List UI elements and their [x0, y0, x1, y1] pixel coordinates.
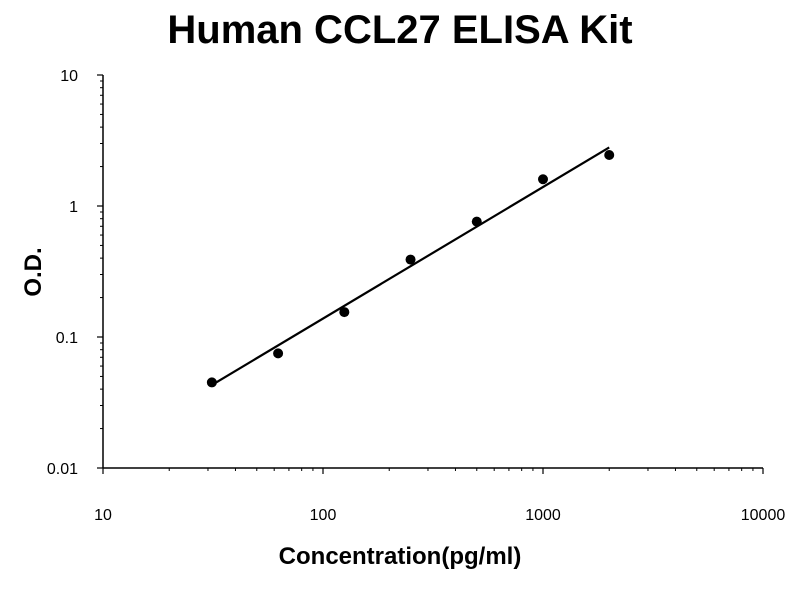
data-points	[206, 150, 615, 388]
y-tick-label: 10	[60, 68, 78, 85]
x-tick-label: 10000	[741, 507, 786, 524]
data-point	[538, 174, 548, 185]
fit-line	[211, 146, 610, 386]
axes	[102, 75, 763, 469]
x-axis-label: Concentration(pg/ml)	[278, 543, 522, 570]
data-point	[405, 254, 416, 265]
fit-line-group	[211, 146, 610, 386]
data-point	[206, 377, 217, 388]
ticks: 0.01 0.1 1 10 10 100 1000 10000	[47, 68, 785, 524]
x-tick-label: 1000	[525, 507, 561, 524]
y-tick-label: 0.01	[47, 461, 78, 478]
data-point	[339, 307, 350, 318]
chart-title: Human CCL27 ELISA Kit	[167, 8, 633, 52]
data-point	[604, 150, 615, 161]
y-tick-label: 0.1	[56, 330, 78, 347]
y-tick-label: 1	[69, 199, 78, 216]
data-point	[471, 216, 482, 227]
data-point	[273, 348, 284, 359]
x-tick-label: 10	[94, 507, 112, 524]
x-tick-label: 100	[310, 507, 337, 524]
